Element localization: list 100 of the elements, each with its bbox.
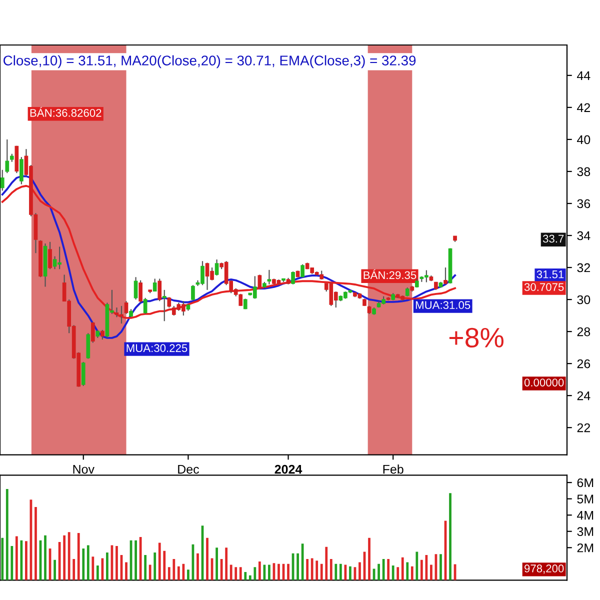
y-tick-label: 2M: [577, 543, 594, 552]
bar: [77, 532, 80, 580]
bar: [410, 566, 414, 580]
candlestick: [214, 258, 219, 276]
bar: [44, 535, 46, 580]
x-tick-label: Nov: [73, 464, 94, 474]
bar: [420, 560, 423, 580]
candlestick: [152, 278, 157, 292]
bar: [125, 562, 128, 580]
y-tick-label: 6M: [577, 478, 594, 488]
candlestick: [167, 296, 172, 308]
bar: [396, 567, 400, 580]
annotation: 31.51: [536, 270, 564, 278]
y-tick-label: 38: [577, 167, 590, 176]
bar: [339, 564, 342, 580]
bar: [6, 489, 8, 580]
bar: [349, 566, 352, 580]
bar: [230, 564, 232, 580]
y-tick-label: 42: [577, 103, 590, 112]
bar: [263, 564, 266, 580]
candlestick: [48, 241, 52, 270]
y-tick-label: 26: [577, 359, 590, 368]
candlestick: [81, 361, 86, 387]
annotation: BÁN:29.35: [364, 269, 416, 280]
bar: [116, 546, 118, 580]
y-tick-label: 24: [577, 391, 590, 400]
candlestick: [90, 321, 95, 344]
bar: [177, 566, 180, 580]
annotation: 0.00000: [524, 378, 564, 386]
annotation: 30.7075: [524, 283, 564, 291]
bar: [63, 535, 66, 580]
y-tick-label: 40: [577, 135, 590, 144]
x-tick-label: Feb: [383, 464, 404, 474]
y-tick-label: 5M: [577, 494, 594, 504]
bar: [368, 538, 370, 580]
y-tick-label: 36: [577, 199, 590, 208]
candlestick: [291, 270, 295, 285]
bar: [216, 548, 218, 580]
bar: [172, 559, 176, 580]
candlestick: [86, 332, 90, 360]
candlestick: [0, 169, 4, 192]
candlestick: [138, 280, 142, 304]
bar: [148, 564, 152, 580]
bar: [358, 562, 361, 580]
bar: [234, 567, 238, 580]
annotation: +8%: [449, 328, 504, 348]
annotation: 33.7: [542, 234, 564, 243]
bar: [244, 572, 247, 580]
bar: [154, 552, 156, 580]
bar: [134, 540, 137, 580]
candlestick: [191, 284, 195, 301]
candlestick: [444, 266, 448, 285]
bar: [378, 564, 380, 580]
bar: [406, 562, 409, 580]
bar: [10, 546, 14, 580]
candlestick: [258, 274, 262, 289]
bar: [387, 559, 390, 580]
candlestick: [267, 269, 272, 285]
y-tick-label: 28: [577, 327, 590, 336]
y-tick-label: 44: [577, 71, 590, 80]
candlestick: [300, 264, 304, 278]
candlestick: [158, 278, 162, 302]
candlestick: [20, 156, 24, 185]
bar: [258, 561, 261, 580]
bar: [187, 570, 190, 580]
bar: [86, 545, 90, 580]
bar: [96, 566, 99, 580]
bar: [306, 559, 309, 580]
annotation: Close,10) = 31.51, MA20(Close,20) = 30.71, EMA(Close,3) = 32.39: [4, 55, 416, 68]
bar: [392, 566, 394, 580]
candlestick: [124, 300, 128, 314]
annotation: 978,200: [524, 564, 564, 574]
bar: [144, 554, 147, 580]
bar: [54, 560, 56, 580]
bar: [310, 558, 314, 580]
bar: [1, 538, 4, 580]
y-tick-label: 30: [577, 295, 590, 304]
bar: [68, 532, 70, 580]
x-tick-label: Dec: [178, 464, 199, 474]
y-tick-label: 4M: [577, 511, 594, 520]
bar: [449, 493, 452, 580]
bar: [278, 564, 280, 580]
bar: [25, 541, 28, 580]
y-tick-label: 32: [577, 263, 590, 272]
bar: [220, 559, 223, 580]
bar: [401, 557, 404, 580]
bar: [72, 559, 76, 580]
bar: [268, 564, 270, 580]
bar: [287, 564, 290, 580]
bar: [239, 567, 242, 580]
candlestick: [143, 297, 148, 314]
bar: [248, 575, 252, 580]
bar: [15, 536, 18, 580]
candlestick: [5, 138, 10, 174]
bar: [325, 546, 328, 580]
bar: [58, 542, 61, 580]
bar: [416, 552, 418, 580]
candlestick: [134, 276, 138, 300]
bar: [82, 548, 85, 580]
candlestick: [100, 329, 104, 340]
